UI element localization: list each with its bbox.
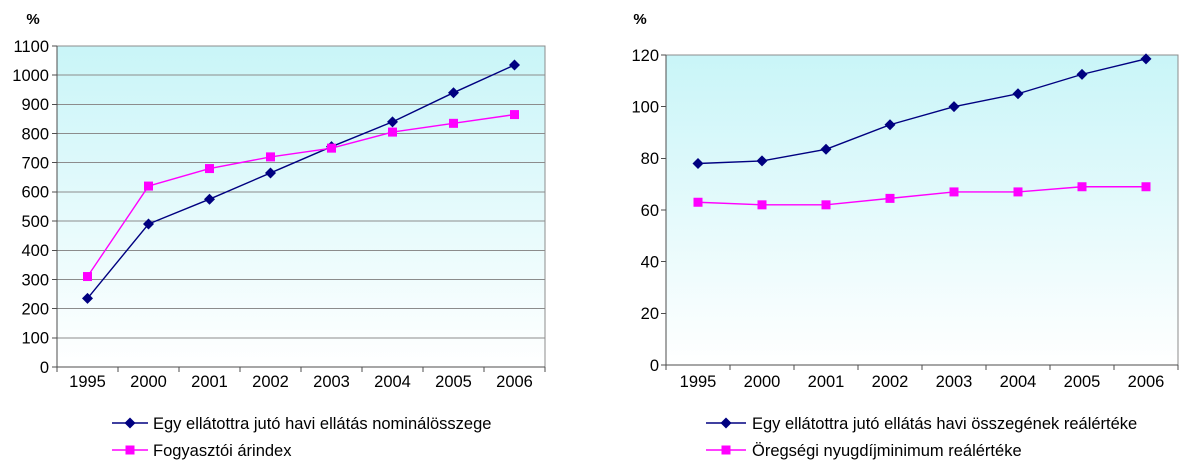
y-tick-label: 1000 — [12, 67, 49, 85]
y-tick-label: 60 — [641, 202, 659, 220]
y-tick-label: 300 — [21, 271, 49, 289]
series-2-point-2002 — [885, 193, 895, 203]
series-2-point-2001 — [205, 164, 214, 174]
y-tick-label: 100 — [631, 98, 659, 116]
y-axis-unit-label: % — [26, 11, 39, 28]
series-1-point-2001 — [820, 143, 832, 155]
y-tick-label: 0 — [40, 359, 49, 377]
y-tick-label: 0 — [650, 357, 659, 375]
series-1-point-2004 — [387, 116, 398, 128]
series-1-point-2002 — [884, 119, 896, 131]
series-2-point-2000 — [144, 181, 153, 191]
x-tick-label: 2002 — [252, 373, 289, 391]
legend-square-marker-icon — [721, 445, 731, 455]
legend-diamond-marker-icon — [124, 417, 136, 429]
x-tick-label: 2004 — [1000, 373, 1037, 391]
series-1-point-2001 — [204, 193, 215, 205]
series-2-point-2005 — [449, 118, 458, 128]
legend: Egy ellátottra jutó havi ellátás nominál… — [112, 415, 491, 460]
y-tick-label: 600 — [21, 184, 49, 202]
series-1-point-1995 — [82, 292, 93, 304]
x-tick-label: 2006 — [496, 373, 533, 391]
legend-item-2: Fogyasztói árindex — [112, 442, 292, 460]
y-tick-label: 900 — [21, 96, 49, 114]
y-tick-label: 1100 — [14, 38, 49, 56]
x-tick-label: 2000 — [130, 373, 167, 391]
y-tick-label: 400 — [21, 242, 49, 260]
legend-item-2: Öregségi nyugdíjminimum reálértéke — [706, 442, 1022, 460]
x-tick-label: 2002 — [872, 373, 909, 391]
series-2-point-2004 — [1013, 187, 1023, 197]
series-1-line — [86, 64, 515, 299]
legend-diamond-marker-icon — [720, 417, 732, 429]
series-2-point-1995 — [693, 197, 703, 207]
x-tick-label: 2001 — [191, 373, 228, 391]
series-2-point-2005 — [1077, 182, 1087, 192]
y-axis-unit-label: % — [633, 11, 646, 28]
y-tick-label: 700 — [21, 155, 49, 173]
y-tick-label: 100 — [21, 330, 49, 348]
legend: Egy ellátottra jutó ellátás havi összegé… — [706, 415, 1137, 460]
legend-label: Fogyasztói árindex — [153, 442, 292, 460]
chart-1: 0 100 200 300 400 500 600 700 800 900 1000 1100 1995… — [12, 11, 546, 460]
x-tick-label: 2004 — [374, 373, 411, 391]
y-tick-label: 500 — [21, 213, 49, 231]
y-tick-label: 120 — [631, 47, 659, 65]
x-tick-label: 2005 — [1064, 373, 1101, 391]
x-tick-label: 2001 — [808, 373, 845, 391]
legend-label: Egy ellátottra jutó havi ellátás nominál… — [153, 415, 491, 433]
series-1-point-2005 — [448, 87, 459, 99]
plot-area — [57, 46, 545, 367]
y-tick-label: 800 — [21, 125, 49, 143]
y-tick-label: 80 — [641, 150, 659, 168]
series-1-point-2000 — [143, 218, 154, 230]
x-tick-label: 2003 — [313, 373, 350, 391]
legend-label: Egy ellátottra jutó ellátás havi összegé… — [752, 415, 1137, 433]
series-1-point-2003 — [948, 101, 960, 113]
series-2-point-2004 — [388, 127, 397, 137]
y-tick-label: 20 — [641, 305, 659, 323]
x-tick-label: 2005 — [435, 373, 472, 391]
series-1-point-2004 — [1012, 88, 1024, 100]
series-2-point-2001 — [821, 200, 831, 210]
series-1-point-2006 — [509, 59, 520, 71]
series-2-point-2006 — [510, 110, 519, 120]
series-1-point-2000 — [756, 155, 768, 167]
legend-square-marker-icon — [125, 445, 135, 455]
series-1-point-1995 — [692, 158, 704, 169]
chart-2: 0 20 40 60 80 100 120 1995 2000 2001 2002 2003 2004 2… — [631, 11, 1179, 460]
x-tick-label: 2000 — [744, 373, 781, 391]
series-1-point-2005 — [1076, 68, 1088, 80]
series-2-point-2006 — [1141, 182, 1151, 192]
series-2-point-2003 — [327, 143, 336, 153]
x-tick-label: 1995 — [680, 373, 717, 391]
series-2-line — [86, 113, 515, 277]
series-2-point-2003 — [949, 187, 959, 197]
y-tick-label: 40 — [641, 253, 659, 271]
series-1-point-2006 — [1140, 53, 1152, 65]
legend-item-1: Egy ellátottra jutó havi ellátás nominál… — [112, 415, 491, 433]
x-tick-label: 2006 — [1128, 373, 1165, 391]
series-2-point-2002 — [266, 152, 275, 162]
x-tick-label: 2003 — [936, 373, 973, 391]
series-2-line — [697, 186, 1146, 206]
series-2-point-2000 — [757, 200, 767, 210]
series-1-point-2002 — [265, 167, 276, 179]
legend-label: Öregségi nyugdíjminimum reálértéke — [752, 442, 1022, 460]
x-tick-label: 1995 — [69, 373, 106, 391]
series-1-line — [697, 58, 1147, 165]
series-2-point-1995 — [83, 272, 92, 282]
y-tick-label: 200 — [21, 300, 49, 318]
plot-area — [666, 55, 1178, 365]
legend-item-1: Egy ellátottra jutó ellátás havi összegé… — [706, 415, 1137, 433]
